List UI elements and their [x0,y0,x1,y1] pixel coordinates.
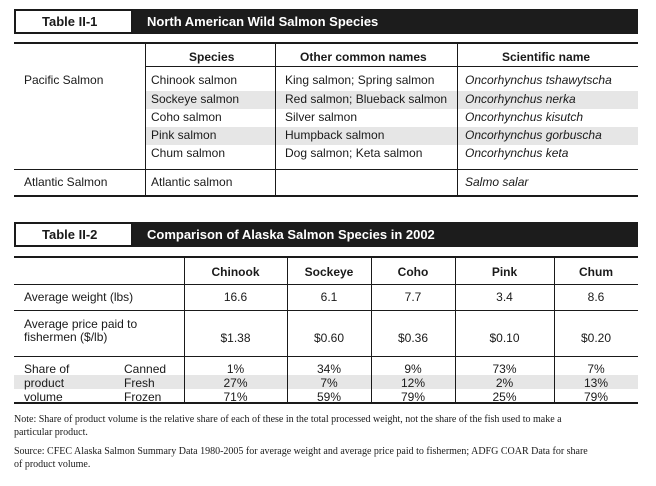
table-row-shade [146,127,638,145]
scientific-name-cell: Salmo salar [465,175,529,189]
table1-title: North American Wild Salmon Species [133,9,638,34]
species-cell: Chum salmon [151,146,226,160]
scientific-name-cell: Oncorhynchus nerka [465,92,576,106]
species-cell: Chinook salmon [151,73,238,87]
group-rule [14,169,638,170]
share-cell: 34% [316,362,342,376]
share-row-label-canned: Canned [124,362,167,376]
col-header-scientific-name: Scientific name [502,50,591,64]
note-line: Note: Share of product volume is the rel… [14,414,562,425]
scientific-name-cell: Oncorhynchus kisutch [465,110,584,124]
avg-weight-cell: 16.6 [223,290,248,304]
row-label-share: Share of [24,362,70,376]
avg-weight-cell: 7.7 [404,290,422,304]
share-cell: 1% [226,362,245,376]
col-header-chum: Chum [579,265,613,279]
row-label-avg-weight: Average weight (lbs) [24,290,134,304]
row-label-avg-price-line2: fishermen ($/lb) [24,330,108,344]
share-cell: 25% [492,390,517,404]
share-cell: 12% [400,376,426,390]
avg-price-cell: $1.38 [220,331,251,345]
table-note: Note: Share of product volume is the rel… [14,413,638,439]
group-label-pacific: Pacific Salmon [24,73,104,87]
table-row-shade [14,375,638,389]
avg-weight-cell: 3.4 [496,290,513,304]
table1-header: Table II-1 North American Wild Salmon Sp… [14,9,638,34]
table-source: Source: CFEC Alaska Salmon Summary Data … [14,445,638,471]
share-cell: 71% [223,390,248,404]
common-names-cell: Dog salmon; Keta salmon [285,146,423,160]
share-cell: 79% [400,390,426,404]
source-line: Source: CFEC Alaska Salmon Summary Data … [14,446,588,457]
table-row-shade [146,91,638,109]
share-cell: 79% [583,390,609,404]
column-divider [184,258,185,404]
column-divider [287,258,288,404]
col-header-sockeye: Sockeye [304,265,354,279]
column-divider [275,44,276,197]
col-header-coho: Coho [397,265,429,279]
col-header-chinook: Chinook [211,265,260,279]
column-divider [371,258,372,404]
share-row-label-frozen: Frozen [124,390,162,404]
avg-weight-cell: 6.1 [320,290,338,304]
table1-body: Species Other common names Scientific na… [14,42,638,197]
column-divider [145,44,146,197]
avg-weight-cell: 8.6 [587,290,605,304]
table2-label: Table II-2 [14,222,133,247]
share-cell: 7% [320,376,338,390]
table1-label: Table II-1 [14,9,133,34]
share-cell: 13% [583,376,609,390]
table2-title: Comparison of Alaska Salmon Species in 2… [133,222,638,247]
avg-price-cell: $0.60 [313,331,345,345]
table2-header: Table II-2 Comparison of Alaska Salmon S… [14,222,638,247]
col-header-species: Species [189,50,235,64]
avg-price-cell: $0.36 [397,331,429,345]
note-line: particular product. [14,427,88,438]
column-divider [455,258,456,404]
col-header-pink: Pink [491,265,518,279]
common-names-cell: Red salmon; Blueback salmon [285,92,448,106]
share-cell: 73% [492,362,517,376]
col-header-common-names: Other common names [300,50,427,64]
row-label-share-line2: product [24,376,65,390]
source-line: of product volume. [14,459,91,470]
avg-price-cell: $0.20 [580,331,612,345]
share-row-label-fresh: Fresh [124,376,155,390]
share-cell: 9% [404,362,422,376]
species-cell: Pink salmon [151,128,217,142]
row-rule [14,356,638,357]
row-label-share-line3: volume [24,390,63,404]
avg-price-cell: $0.10 [489,331,520,345]
scientific-name-cell: Oncorhynchus gorbuscha [465,128,602,142]
species-cell: Atlantic salmon [151,175,233,189]
species-cell: Coho salmon [151,110,222,124]
column-divider [554,258,555,404]
table2-body: Chinook Sockeye Coho Pink Chum Average w… [14,256,638,404]
column-divider [457,44,458,197]
row-rule [14,284,638,285]
common-names-cell: Silver salmon [285,110,358,124]
row-rule [14,310,638,311]
group-label-atlantic: Atlantic Salmon [24,175,108,189]
species-cell: Sockeye salmon [151,92,240,106]
common-names-cell: Humpback salmon [285,128,385,142]
share-cell: 7% [587,362,605,376]
common-names-cell: King salmon; Spring salmon [285,73,435,87]
scientific-name-cell: Oncorhynchus keta [465,146,569,160]
row-label-avg-price: Average price paid to [24,317,138,331]
share-cell: 2% [495,376,514,390]
share-cell: 27% [223,376,248,390]
header-rule [145,66,638,67]
scientific-name-cell: Oncorhynchus tshawytscha [465,73,612,87]
share-cell: 59% [316,390,342,404]
